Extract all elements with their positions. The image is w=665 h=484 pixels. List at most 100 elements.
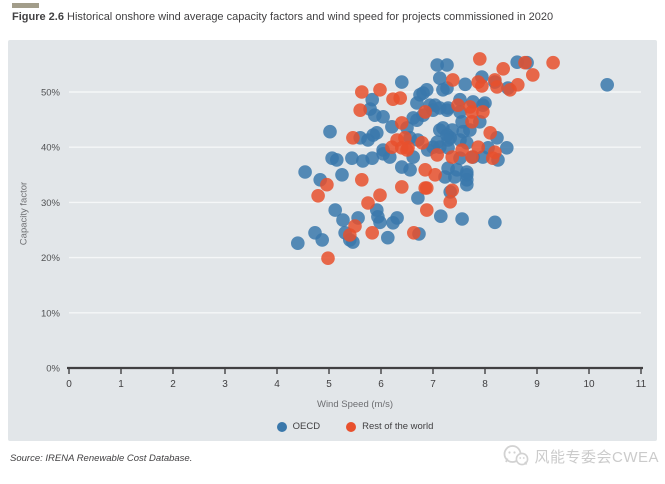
data-point-row <box>355 85 369 99</box>
x-tick-label: 2 <box>170 379 176 390</box>
data-point-oecd <box>440 58 454 72</box>
data-point-oecd <box>376 110 390 124</box>
data-point-row <box>443 195 458 209</box>
x-tick-label: 9 <box>534 379 540 390</box>
y-tick-label: 20% <box>41 253 61 264</box>
watermark: 风能专委会CWEA <box>502 444 659 468</box>
data-point-row <box>320 177 334 192</box>
data-point-oecd <box>430 135 445 149</box>
data-point-oecd <box>434 209 448 223</box>
data-point-oecd <box>441 133 455 147</box>
data-point-row <box>395 180 409 194</box>
x-tick-label: 6 <box>378 379 384 390</box>
data-point-oecd <box>600 78 614 92</box>
data-point-oecd <box>430 58 445 72</box>
data-point-oecd <box>403 163 417 177</box>
data-point-row <box>355 173 369 187</box>
data-point-row <box>490 80 504 94</box>
source-note: Source: IRENA Renewable Cost Database. <box>10 453 193 464</box>
data-point-row <box>373 188 387 202</box>
data-point-row <box>353 103 368 117</box>
data-point-oecd <box>395 75 409 89</box>
data-point-row <box>465 105 479 119</box>
data-point-oecd <box>335 168 349 182</box>
chart-legend: OECD Rest of the world <box>69 421 641 432</box>
data-point-oecd <box>366 128 381 142</box>
data-point-row <box>445 183 460 198</box>
x-tick-label: 10 <box>583 379 595 390</box>
data-point-row <box>400 143 414 157</box>
data-point-row <box>503 83 517 97</box>
x-tick-label: 1 <box>118 379 124 390</box>
rest-of-world-dot-icon <box>346 421 357 432</box>
data-point-oecd <box>298 165 312 179</box>
data-point-row <box>518 55 532 70</box>
data-point-oecd <box>500 141 514 155</box>
chart-panel: 0% 10% 20% 30% 40% 50% 0 1 2 3 4 5 6 7 8 9 10 11 Capacity… <box>8 40 657 441</box>
y-tick-label: 50% <box>41 88 61 99</box>
data-point-oecd <box>448 170 462 184</box>
scatter-plot: 0% 10% 20% 30% 40% 50% 0 1 2 3 4 5 6 7 8 9 10 11 <box>41 52 647 390</box>
data-point-oecd <box>488 215 502 230</box>
x-tick-label: 3 <box>222 379 228 390</box>
data-point-row <box>420 203 434 217</box>
data-point-row <box>465 150 479 164</box>
data-point-row <box>321 251 335 265</box>
data-point-row <box>465 115 479 129</box>
data-point-row <box>428 168 442 182</box>
data-point-oecd <box>328 203 343 217</box>
x-axis-title: Wind Speed (m/s) <box>316 399 394 410</box>
data-point-oecd <box>381 230 395 245</box>
data-point-oecd <box>433 71 447 85</box>
data-point-row <box>346 131 360 145</box>
data-point-row <box>361 196 375 210</box>
data-point-row <box>476 105 490 119</box>
data-point-oecd <box>345 151 359 165</box>
data-point-row <box>546 55 560 70</box>
data-point-oecd <box>365 151 380 165</box>
data-point-oecd <box>411 191 425 205</box>
y-tick-label: 30% <box>41 198 61 209</box>
data-point-oecd <box>386 216 400 230</box>
data-point-row <box>451 98 465 112</box>
data-point-row <box>373 83 387 97</box>
x-tick-label: 5 <box>326 379 332 390</box>
legend-item-rest-of-world: Rest of the world <box>346 421 433 432</box>
y-tick-label: 40% <box>41 143 61 154</box>
data-point-row <box>455 143 469 157</box>
data-point-row <box>445 150 460 164</box>
data-point-row <box>407 226 421 240</box>
data-point-oecd <box>291 236 305 250</box>
data-point-oecd <box>436 83 450 97</box>
data-point-oecd <box>373 215 387 230</box>
figure-title-text: Historical onshore wind average capacity… <box>63 11 554 23</box>
data-point-oecd <box>460 173 474 187</box>
data-point-row <box>343 228 357 242</box>
data-point-row <box>420 181 434 195</box>
data-point-oecd <box>455 212 469 226</box>
data-point-row <box>496 62 511 76</box>
x-tick-label: 7 <box>430 379 436 390</box>
legend-item-oecd: OECD <box>276 421 321 432</box>
data-point-row <box>415 136 429 150</box>
data-point-row <box>471 140 486 154</box>
oecd-dot-icon <box>276 421 287 432</box>
data-point-row <box>488 145 502 159</box>
y-tick-label: 10% <box>41 308 61 319</box>
figure-title: Figure 2.6 Historical onshore wind avera… <box>12 11 657 23</box>
y-tick-label: 0% <box>46 364 60 375</box>
legend-label-rest-of-world: Rest of the world <box>362 421 434 432</box>
data-point-row <box>430 148 445 162</box>
x-tick-label: 11 <box>636 379 647 390</box>
x-tick-label: 0 <box>66 379 72 390</box>
legend-label-oecd: OECD <box>292 421 321 432</box>
data-point-oecd <box>315 233 330 247</box>
data-point-row <box>475 79 489 93</box>
watermark-text: 风能专委会CWEA <box>534 448 659 466</box>
data-point-row <box>473 52 487 66</box>
data-point-oecd <box>323 124 337 139</box>
figure-number: Figure 2.6 <box>12 11 64 23</box>
data-point-row <box>483 126 498 140</box>
x-tick-label: 8 <box>482 379 488 390</box>
